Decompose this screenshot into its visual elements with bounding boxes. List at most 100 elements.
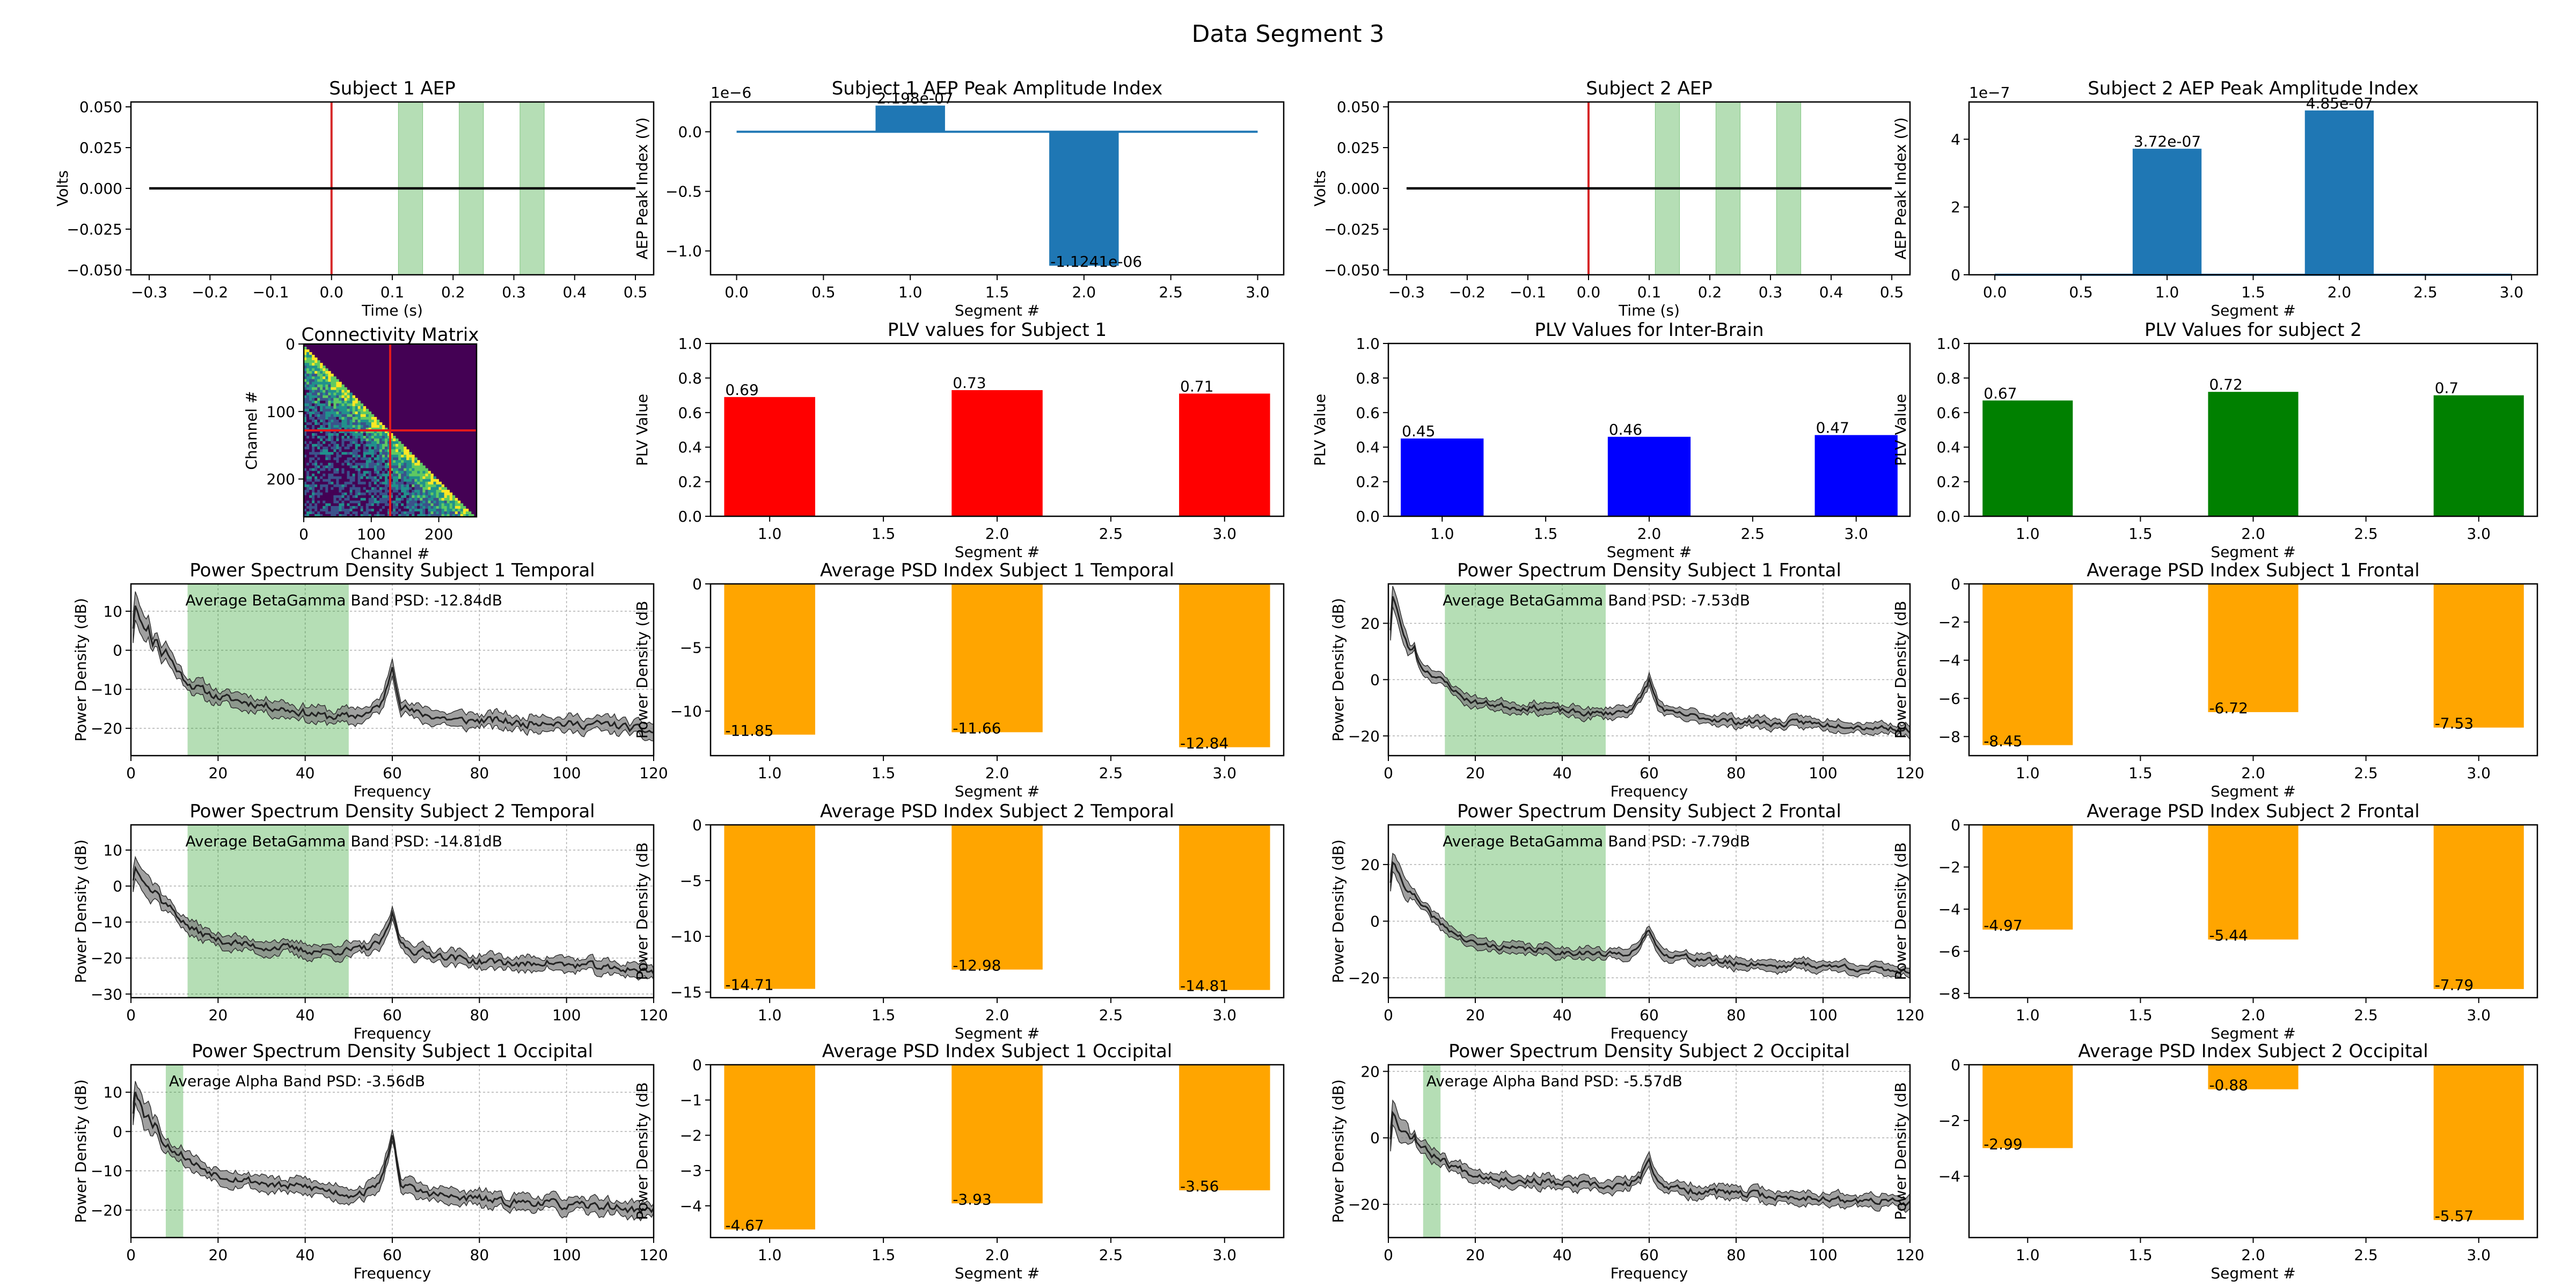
heatmap-cell — [414, 489, 418, 493]
heatmap-cell — [398, 484, 401, 488]
heatmap-cell — [379, 422, 383, 426]
x-axis-label: Frequency — [354, 1024, 431, 1042]
heatmap-cell — [390, 492, 393, 496]
x-tick-label: 1.0 — [2016, 525, 2040, 543]
heatmap-cell — [422, 465, 426, 469]
heatmap-cell — [449, 508, 453, 512]
heatmap-cell — [331, 497, 334, 501]
heatmap-cell — [304, 392, 307, 396]
heatmap-cell — [341, 471, 345, 474]
heatmap-cell — [347, 425, 350, 428]
x-tick-label: −0.2 — [1449, 283, 1485, 301]
heatmap-cell — [433, 495, 436, 499]
heatmap-cell — [363, 506, 367, 509]
heatmap-cell — [325, 416, 328, 420]
x-tick-label: 0.0 — [319, 283, 343, 301]
heatmap-cell — [420, 473, 423, 477]
heatmap-cell — [360, 408, 364, 412]
heatmap-cell — [320, 368, 323, 371]
heatmap-cell — [314, 414, 318, 418]
heatmap-cell — [306, 500, 310, 504]
heatmap-cell — [374, 444, 377, 447]
y-tick-label: −8 — [1938, 728, 1960, 745]
heatmap-cell — [323, 492, 326, 496]
heatmap-cell — [363, 455, 367, 458]
heatmap-cell — [430, 506, 434, 509]
heatmap-cell — [339, 436, 342, 439]
heatmap-cell — [331, 455, 334, 458]
heatmap-cell — [401, 514, 404, 517]
heatmap-cell — [304, 433, 307, 436]
heatmap-cell — [328, 416, 331, 420]
heatmap-cell — [390, 452, 393, 455]
heatmap-cell — [347, 438, 350, 442]
heatmap-cell — [425, 468, 428, 471]
heatmap-cell — [374, 427, 377, 431]
heatmap-cell — [304, 363, 307, 366]
heatmap-cell — [333, 425, 336, 428]
heatmap-cell — [379, 500, 383, 504]
heatmap-cell — [355, 479, 358, 482]
heatmap-cell — [409, 468, 412, 471]
heatmap-cell — [428, 484, 431, 488]
heatmap-cell — [323, 471, 326, 474]
heatmap-cell — [357, 489, 361, 493]
heatmap-cell — [420, 503, 423, 507]
heatmap-cell — [344, 457, 347, 460]
heatmap-cell — [387, 460, 391, 463]
heatmap-cell — [344, 447, 347, 450]
heatmap-cell — [365, 408, 369, 412]
heatmap-cell — [412, 508, 415, 512]
heatmap-cell — [314, 452, 318, 455]
heatmap-cell — [341, 438, 345, 442]
heatmap-cell — [406, 484, 409, 488]
heatmap-cell — [331, 384, 334, 387]
heatmap-cell — [390, 497, 393, 501]
x-tick-label: 20 — [209, 1246, 228, 1264]
heatmap-cell — [417, 476, 420, 479]
heatmap-cell — [344, 398, 347, 401]
heatmap-cell — [406, 479, 409, 482]
heatmap-cell — [320, 414, 323, 418]
heatmap-cell — [341, 500, 345, 504]
heatmap-cell — [376, 508, 380, 512]
heatmap-cell — [320, 489, 323, 493]
heatmap-cell — [417, 465, 420, 469]
heatmap-cell — [376, 430, 380, 434]
heatmap-cell — [333, 492, 336, 496]
heatmap-cell — [447, 492, 450, 496]
heatmap-cell — [309, 374, 312, 377]
heatmap-cell — [417, 460, 420, 463]
heatmap-cell — [309, 379, 312, 382]
x-tick-label: 2.0 — [2241, 1246, 2265, 1264]
heatmap-cell — [355, 425, 358, 428]
heatmap-cell — [336, 430, 339, 434]
heatmap-cell — [384, 447, 388, 450]
heatmap-cell — [390, 441, 393, 444]
heatmap-cell — [349, 471, 353, 474]
heatmap-cell — [309, 400, 312, 404]
heatmap-cell — [382, 441, 385, 444]
x-tick-label: 0 — [1384, 1006, 1393, 1024]
heatmap-cell — [363, 514, 367, 517]
heatmap-cell — [441, 487, 445, 491]
heatmap-cell — [344, 514, 347, 517]
heatmap-cell — [398, 457, 401, 460]
heatmap-cell — [344, 392, 347, 396]
heatmap-cell — [365, 449, 369, 452]
heatmap-cell — [357, 449, 361, 452]
heatmap-cell — [390, 473, 393, 477]
heatmap-cell — [441, 500, 445, 504]
heatmap-cell — [320, 395, 323, 399]
heatmap-cell — [347, 392, 350, 396]
x-tick-label: 0 — [1384, 764, 1393, 782]
heatmap-cell — [314, 390, 318, 393]
heatmap-cell — [320, 379, 323, 382]
heatmap-cell — [328, 460, 331, 463]
heatmap-cell — [393, 481, 396, 485]
heatmap-cell — [376, 463, 380, 466]
heatmap-cell — [323, 427, 326, 431]
heatmap-cell — [336, 406, 339, 409]
heatmap-cell — [344, 489, 347, 493]
heatmap-cell — [325, 436, 328, 439]
